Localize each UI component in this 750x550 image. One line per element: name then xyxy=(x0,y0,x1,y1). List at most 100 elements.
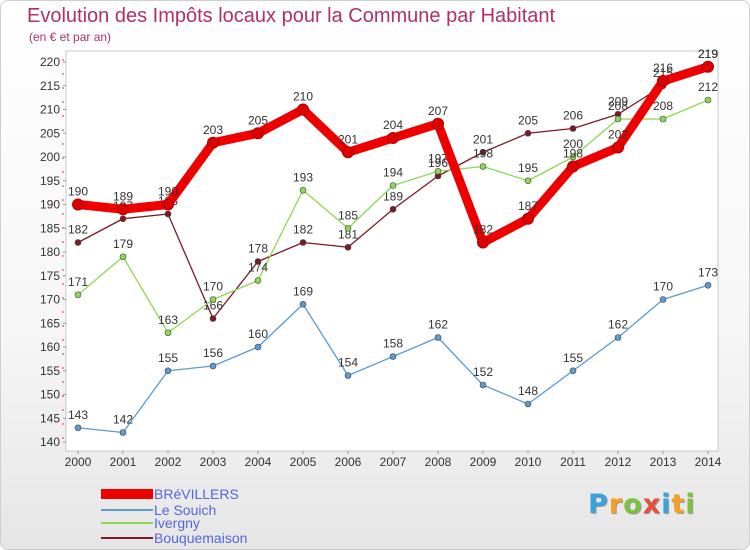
data-point-brevillers xyxy=(612,141,624,154)
data-label-ivergny: 208 xyxy=(608,99,628,113)
legend-item-brevillers: BRéVILLERS xyxy=(101,486,239,502)
data-point-le-souich xyxy=(659,296,667,303)
logo-letter: x xyxy=(642,489,662,520)
y-tick-label: 195 xyxy=(40,174,60,188)
x-tick-label: 2009 xyxy=(470,455,497,469)
logo-letter: r xyxy=(608,489,624,520)
data-point-brevillers xyxy=(387,132,399,144)
logo-letter: t xyxy=(671,489,686,520)
data-point-brevillers xyxy=(342,146,354,159)
data-label-brevillers: 210 xyxy=(293,90,313,104)
data-label-bouquemaison: 196 xyxy=(428,156,448,170)
x-tick-label: 2007 xyxy=(380,455,407,469)
data-point-le-souich xyxy=(209,362,217,370)
y-tick-label: 170 xyxy=(40,293,60,307)
y-tick-label: 175 xyxy=(40,269,60,283)
data-point-bouquemaison xyxy=(524,129,532,137)
legend-label-ivergny: Ivergny xyxy=(154,514,200,531)
data-label-le-souich: 148 xyxy=(518,384,538,398)
data-point-ivergny xyxy=(299,186,307,194)
data-label-bouquemaison: 178 xyxy=(248,242,268,256)
data-label-le-souich: 162 xyxy=(428,318,448,332)
x-tick-label: 2001 xyxy=(110,455,137,469)
data-point-le-souich xyxy=(164,367,172,375)
data-label-le-souich: 173 xyxy=(698,265,718,279)
data-point-brevillers xyxy=(297,103,309,116)
legend-swatch-bouquemaison xyxy=(101,537,153,539)
data-label-le-souich: 152 xyxy=(473,365,493,379)
logo-letter: i xyxy=(661,489,672,520)
legend-label-bouquemaison: Bouquemaison xyxy=(154,529,248,546)
data-point-le-souich xyxy=(434,334,442,341)
data-point-brevillers xyxy=(117,203,129,216)
data-label-le-souich: 154 xyxy=(338,356,358,370)
data-point-le-souich xyxy=(299,300,307,308)
data-label-bouquemaison: 182 xyxy=(68,223,88,237)
data-point-brevillers xyxy=(252,127,264,140)
data-label-ivergny: 171 xyxy=(68,275,88,289)
data-point-ivergny xyxy=(614,115,622,123)
data-label-brevillers: 190 xyxy=(68,185,88,199)
data-point-ivergny xyxy=(119,253,127,261)
data-label-brevillers: 219 xyxy=(698,47,718,61)
data-point-brevillers xyxy=(702,60,714,73)
data-point-bouquemaison xyxy=(389,205,397,213)
x-tick-label: 2010 xyxy=(515,455,542,469)
x-tick-label: 2014 xyxy=(695,455,722,469)
x-tick-label: 2003 xyxy=(200,455,227,469)
data-point-le-souich xyxy=(74,424,82,432)
data-point-ivergny xyxy=(479,163,487,170)
y-tick-label: 205 xyxy=(40,126,60,140)
chart-title: Evolution des Impôts locaux pour la Comm… xyxy=(27,5,556,27)
data-label-ivergny: 198 xyxy=(473,147,493,161)
data-point-brevillers xyxy=(72,198,84,211)
data-point-bouquemaison xyxy=(569,125,577,132)
data-label-brevillers: 190 xyxy=(158,185,178,199)
legend-swatch-le-souich xyxy=(101,509,153,511)
data-point-ivergny xyxy=(344,224,352,232)
data-label-bouquemaison: 219 xyxy=(698,47,718,61)
data-point-ivergny xyxy=(74,291,82,299)
y-tick-label: 140 xyxy=(40,435,60,449)
x-tick-label: 2000 xyxy=(65,455,92,469)
data-point-bouquemaison xyxy=(164,210,172,218)
x-tick-label: 2006 xyxy=(335,455,362,469)
data-point-brevillers xyxy=(657,75,669,87)
data-label-ivergny: 200 xyxy=(563,137,583,151)
legend-label-brevillers: BRéVILLERS xyxy=(154,485,239,502)
legend-item-bouquemaison: Bouquemaison xyxy=(101,530,247,546)
data-point-ivergny xyxy=(704,96,712,104)
data-label-brevillers: 216 xyxy=(653,61,673,75)
data-point-ivergny xyxy=(389,182,397,189)
data-point-bouquemaison xyxy=(254,258,262,265)
data-label-brevillers: 205 xyxy=(248,113,268,127)
data-label-le-souich: 170 xyxy=(653,280,673,294)
data-label-bouquemaison: 206 xyxy=(563,109,583,123)
chart-subtitle: (en € et par an) xyxy=(29,30,112,44)
data-label-bouquemaison: 205 xyxy=(518,113,538,127)
data-point-le-souich xyxy=(704,281,712,289)
data-label-ivergny: 185 xyxy=(338,208,358,222)
y-tick-label: 220 xyxy=(40,55,60,69)
data-label-bouquemaison: 189 xyxy=(383,189,403,203)
data-point-le-souich xyxy=(479,381,487,389)
data-point-le-souich xyxy=(119,429,127,436)
data-label-le-souich: 143 xyxy=(68,408,88,422)
data-label-le-souich: 142 xyxy=(113,413,133,427)
data-point-brevillers xyxy=(432,117,444,130)
data-label-le-souich: 155 xyxy=(563,351,583,365)
x-tick-label: 2011 xyxy=(560,455,586,469)
y-tick-label: 215 xyxy=(40,79,60,93)
y-tick-label: 145 xyxy=(40,411,60,425)
data-point-brevillers xyxy=(567,160,579,173)
data-point-ivergny xyxy=(164,329,172,337)
data-label-le-souich: 169 xyxy=(293,284,313,298)
data-point-ivergny xyxy=(254,277,262,284)
data-point-le-souich xyxy=(344,372,352,379)
x-tick-label: 2004 xyxy=(245,455,272,469)
x-tick-label: 2008 xyxy=(425,455,452,469)
proxiti-logo: Proxiti xyxy=(588,489,696,520)
data-label-brevillers: 201 xyxy=(338,132,358,146)
data-point-brevillers xyxy=(207,136,219,149)
